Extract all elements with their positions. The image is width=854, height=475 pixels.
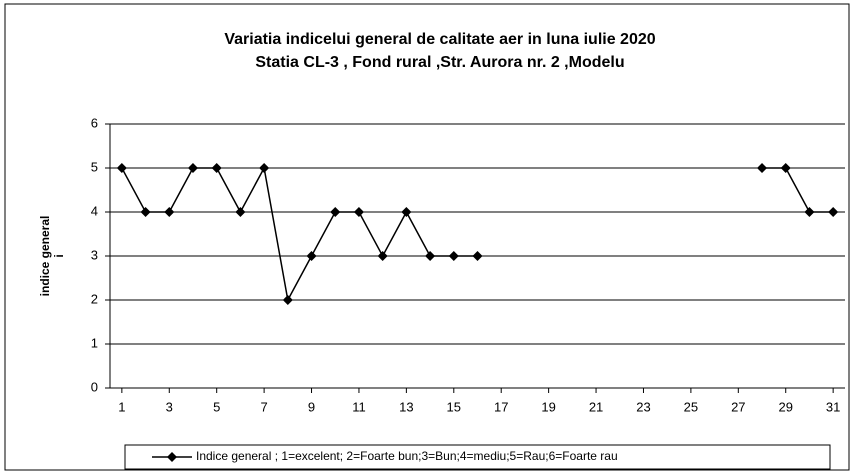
data-point [259,163,270,173]
legend-marker [167,452,177,462]
y-axis-title: i [52,254,66,257]
data-point [306,251,317,261]
data-point [472,251,483,261]
y-tick-label: 5 [91,159,98,174]
data-point [330,207,341,217]
series-line [121,165,834,303]
data-point [401,207,412,217]
legend-label: Indice general ; 1=excelent; 2=Foarte bu… [196,449,618,463]
x-tick-label: 17 [494,399,508,414]
y-tick-label: 0 [91,379,98,394]
x-tick-label: 27 [731,399,745,414]
x-tick-label: 23 [636,399,650,414]
x-tick-label: 31 [826,399,840,414]
chart-title: Variatia indicelui general de calitate a… [224,31,655,48]
data-point [377,251,388,261]
data-point [425,251,436,261]
y-tick-label: 4 [91,203,98,218]
x-tick-label: 25 [684,399,698,414]
data-point [353,207,364,217]
y-tick-label: 6 [91,115,98,130]
y-axis-title: indice general [38,216,52,297]
x-tick-label: 3 [166,399,173,414]
data-point [804,207,815,217]
data-point [757,163,768,173]
x-tick-label: 5 [213,399,220,414]
chart-subtitle: Statia CL-3 , Fond rural ,Str. Aurora nr… [255,54,624,71]
y-tick-label: 3 [91,247,98,262]
data-point [140,207,151,217]
x-tick-label: 1 [118,399,125,414]
y-tick-label: 2 [91,291,98,306]
data-point [211,163,222,173]
data-point [282,295,293,305]
data-point [187,163,198,173]
x-tick-label: 13 [399,399,413,414]
x-tick-label: 29 [778,399,792,414]
data-point [116,163,127,173]
data-point [828,207,839,217]
y-tick-label: 1 [91,335,98,350]
data-point [164,207,175,217]
x-tick-label: 21 [589,399,603,414]
x-tick-label: 9 [308,399,315,414]
legend-box [124,444,831,470]
x-tick-label: 19 [541,399,555,414]
x-tick-label: 7 [260,399,267,414]
x-tick-label: 15 [447,399,461,414]
data-point [780,163,791,173]
data-point [235,207,246,217]
data-point [448,251,459,261]
x-tick-label: 11 [352,399,366,414]
